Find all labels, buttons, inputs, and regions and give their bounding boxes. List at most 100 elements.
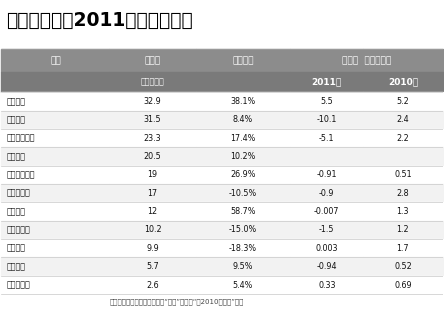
Bar bbox=[363, 258, 443, 276]
Text: 2011年: 2011年 bbox=[312, 78, 342, 87]
Text: 同比变化: 同比变化 bbox=[232, 56, 254, 65]
Text: 英利绿色能源: 英利绿色能源 bbox=[7, 134, 35, 143]
Bar bbox=[290, 258, 363, 276]
Bar bbox=[110, 111, 195, 129]
Bar bbox=[1, 184, 110, 202]
Text: -0.94: -0.94 bbox=[317, 262, 337, 271]
Bar bbox=[110, 276, 195, 294]
Bar bbox=[1, 202, 110, 221]
Text: 公司: 公司 bbox=[50, 56, 61, 65]
Bar bbox=[1, 49, 110, 72]
Bar bbox=[1, 221, 110, 239]
Bar bbox=[110, 72, 195, 92]
Bar bbox=[290, 184, 363, 202]
Text: 5.5: 5.5 bbox=[321, 97, 333, 106]
Bar bbox=[1, 147, 110, 166]
Text: 1.2: 1.2 bbox=[396, 225, 409, 234]
Bar bbox=[1, 129, 110, 147]
Bar bbox=[110, 147, 195, 166]
Bar bbox=[110, 92, 195, 111]
Bar bbox=[110, 49, 195, 72]
Bar bbox=[195, 49, 290, 72]
Text: 9.9: 9.9 bbox=[146, 244, 159, 253]
Bar bbox=[290, 276, 363, 294]
Text: -0.007: -0.007 bbox=[314, 207, 340, 216]
Text: -18.3%: -18.3% bbox=[229, 244, 257, 253]
Bar bbox=[363, 129, 443, 147]
Bar bbox=[363, 202, 443, 221]
Bar bbox=[290, 49, 363, 72]
Text: 8.4%: 8.4% bbox=[233, 115, 253, 124]
Text: 2.4: 2.4 bbox=[396, 115, 409, 124]
Text: 2.6: 2.6 bbox=[146, 281, 159, 290]
Bar bbox=[363, 72, 443, 92]
Text: 保利协鑫: 保利协鑫 bbox=[7, 97, 26, 106]
Text: 0.33: 0.33 bbox=[318, 281, 336, 290]
Text: -5.1: -5.1 bbox=[319, 134, 334, 143]
Bar bbox=[195, 111, 290, 129]
Text: （亿美元）: （亿美元） bbox=[141, 78, 164, 87]
Bar bbox=[110, 129, 195, 147]
Bar bbox=[195, 92, 290, 111]
Bar bbox=[110, 202, 195, 221]
Bar bbox=[290, 111, 363, 129]
Bar bbox=[110, 258, 195, 276]
Bar bbox=[195, 147, 290, 166]
Text: 中国光伏企业2011年财务体检表: 中国光伏企业2011年财务体检表 bbox=[6, 11, 193, 30]
Text: 0.003: 0.003 bbox=[316, 244, 338, 253]
Text: 26.9%: 26.9% bbox=[230, 170, 256, 179]
Bar bbox=[1, 239, 110, 258]
Bar bbox=[1, 92, 110, 111]
Text: 中电光伏: 中电光伏 bbox=[7, 262, 26, 271]
Text: 9.5%: 9.5% bbox=[233, 262, 253, 271]
Text: 5.2: 5.2 bbox=[396, 97, 409, 106]
Bar bbox=[195, 276, 290, 294]
Bar bbox=[195, 184, 290, 202]
Bar bbox=[290, 72, 363, 92]
Bar bbox=[195, 72, 290, 92]
Text: 12: 12 bbox=[147, 207, 158, 216]
Bar bbox=[363, 111, 443, 129]
Text: 营业额: 营业额 bbox=[144, 56, 161, 65]
Bar bbox=[1, 166, 110, 184]
Bar bbox=[1, 276, 110, 294]
Text: 58.7%: 58.7% bbox=[230, 207, 256, 216]
Text: -15.0%: -15.0% bbox=[229, 225, 257, 234]
Text: 17.4%: 17.4% bbox=[230, 134, 256, 143]
Text: 1.7: 1.7 bbox=[396, 244, 409, 253]
Text: 10.2%: 10.2% bbox=[230, 152, 256, 161]
Text: 韩华新能源: 韩华新能源 bbox=[7, 225, 31, 234]
Text: 1.3: 1.3 bbox=[396, 207, 409, 216]
Bar bbox=[195, 166, 290, 184]
Bar bbox=[290, 239, 363, 258]
Text: 2010年: 2010年 bbox=[388, 78, 418, 87]
Text: -0.91: -0.91 bbox=[317, 170, 337, 179]
Text: 2.8: 2.8 bbox=[396, 189, 409, 198]
Text: 大全新能源: 大全新能源 bbox=[7, 281, 31, 290]
Text: （注：数据来源于公司年报，“同比”指的是“较2010年同期”。）: （注：数据来源于公司年报，“同比”指的是“较2010年同期”。） bbox=[110, 299, 244, 305]
Bar bbox=[290, 221, 363, 239]
Bar bbox=[195, 129, 290, 147]
Bar bbox=[290, 92, 363, 111]
Text: 10.2: 10.2 bbox=[144, 225, 161, 234]
Bar bbox=[195, 221, 290, 239]
Text: -10.1: -10.1 bbox=[317, 115, 337, 124]
Text: 晶科能源: 晶科能源 bbox=[7, 207, 26, 216]
Bar bbox=[363, 49, 443, 72]
Bar bbox=[1, 111, 110, 129]
Bar bbox=[290, 147, 363, 166]
Text: 5.7: 5.7 bbox=[146, 262, 159, 271]
Text: 31.5: 31.5 bbox=[144, 115, 161, 124]
Text: -10.5%: -10.5% bbox=[229, 189, 257, 198]
Bar bbox=[363, 239, 443, 258]
Text: 尚德电力: 尚德电力 bbox=[7, 115, 26, 124]
Text: 19: 19 bbox=[147, 170, 158, 179]
Text: 晶澳太阳能: 晶澳太阳能 bbox=[7, 189, 31, 198]
Text: 净利润  （亿美元）: 净利润 （亿美元） bbox=[342, 56, 391, 65]
Bar bbox=[363, 166, 443, 184]
Bar bbox=[363, 92, 443, 111]
Bar bbox=[110, 184, 195, 202]
Bar bbox=[290, 202, 363, 221]
Bar bbox=[1, 72, 110, 92]
Text: 0.51: 0.51 bbox=[394, 170, 412, 179]
